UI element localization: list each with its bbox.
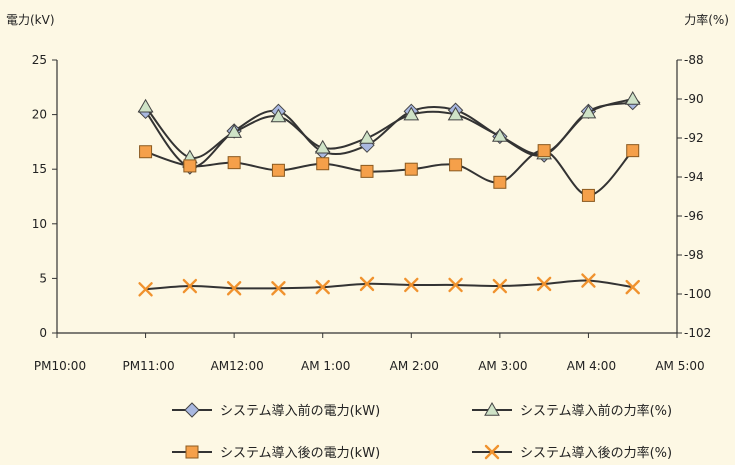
x-tick-label: AM 2:00 [390,359,439,373]
left-tick-label: 15 [32,162,47,176]
data-point [536,276,552,292]
legend: システム導入前の電力(kW) システム導入前の力率(%) システム導入後の電力(kW… [172,401,672,461]
legend-item: システム導入後の電力(kW) [172,445,380,461]
legend-label: システム導入後の電力(kW) [220,446,380,461]
series-line [144,98,634,159]
legend-marker [185,445,199,459]
legend-label: システム導入前の電力(kW) [220,403,380,419]
x-tick-label: PM10:00 [34,359,86,373]
right-tick-label: -100 [684,287,711,301]
data-point [139,145,153,159]
data-point [537,144,551,158]
data-point [226,124,243,138]
data-point [449,158,463,172]
data-point [625,279,640,295]
data-point [492,278,508,294]
legend-item: システム導入後の力率(%) [472,444,672,461]
data-point [360,164,374,178]
legend-item: システム導入前の力率(%) [472,401,672,419]
legend-marker [484,401,500,416]
series-line [145,149,634,197]
data-point [624,90,641,105]
data-point [581,273,596,288]
x-tick-label: PM11:00 [122,359,174,373]
x-tick-label: AM 4:00 [567,359,616,373]
left-tick-label: 20 [32,108,47,122]
data-point [271,281,286,296]
series-layer [137,90,641,297]
left-tick-label: 25 [32,53,47,67]
data-point [403,106,420,121]
x-tick-label: AM 3:00 [478,359,527,373]
data-point [580,104,597,119]
data-point [182,278,198,294]
series-3 [139,144,640,202]
right-tick-label: -90 [684,92,704,106]
data-point [137,98,154,113]
x-tick-label: AM 1:00 [301,359,350,373]
data-point [581,188,595,202]
data-point [626,144,640,158]
series-line [144,101,633,169]
left-tick-label: 0 [39,326,47,340]
x-tick-label: AM12:00 [211,359,264,373]
right-axis-title: 力率(%) [684,12,729,27]
data-point [183,159,197,173]
left-tick-label: 5 [39,271,47,285]
data-point [448,277,463,293]
left-axis-title: 電力(kV) [6,13,55,27]
left-tick-label: 10 [32,217,47,231]
legend-label: システム導入後の力率(%) [520,445,672,461]
data-point [315,279,330,295]
data-point [314,139,331,154]
right-tick-label: -96 [684,209,704,223]
data-point [270,108,287,123]
data-point [359,129,375,144]
data-point [316,157,330,171]
legend-label: システム導入前の力率(%) [520,403,672,419]
right-tick-label: -94 [684,170,704,184]
legend-marker [184,402,200,418]
data-point [271,163,285,177]
legend-item: システム導入前の電力(kW) [172,402,380,419]
right-tick-label: -92 [684,131,704,145]
x-tick-label: AM 5:00 [655,359,704,373]
data-point [404,277,419,293]
series-1 [137,94,641,175]
data-point [404,162,418,176]
data-point [493,175,507,189]
data-point [227,156,241,170]
right-tick-label: -88 [684,53,704,67]
data-point [359,276,375,292]
data-point [491,128,508,142]
data-point [138,282,153,297]
data-point [447,106,464,121]
data-point [226,281,242,296]
right-tick-label: -98 [684,248,704,262]
right-tick-label: -102 [684,326,711,340]
legend-marker [484,444,500,460]
series-4 [138,273,640,297]
series-line [145,279,633,291]
axes: 0 5 10 15 20 25 -88 -90 -92 -94 -96 -98 -100 -102 PM10… [32,53,712,373]
